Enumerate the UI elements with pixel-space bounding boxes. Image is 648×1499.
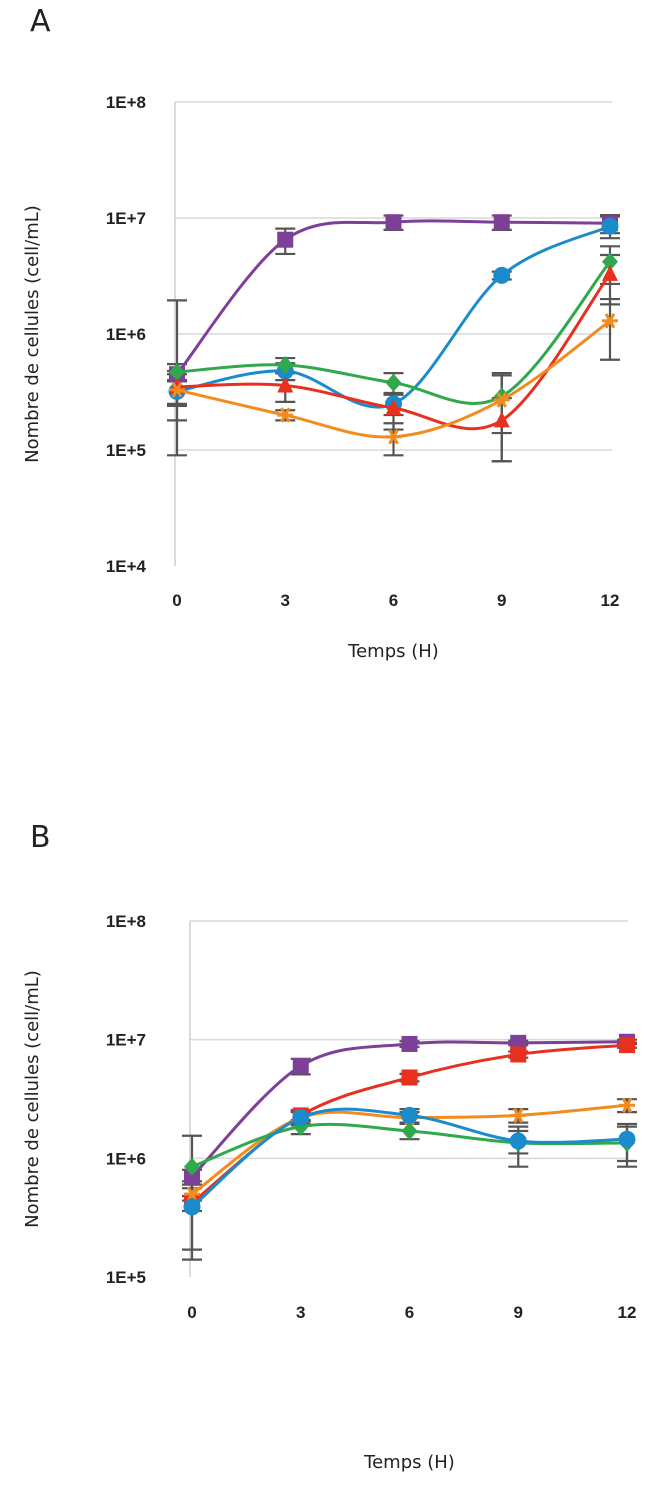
data-point <box>292 1109 310 1127</box>
x-tick-label: 0 <box>187 1303 196 1322</box>
x-tick-label: 3 <box>296 1303 305 1322</box>
data-point <box>602 313 618 329</box>
series-points <box>169 313 618 445</box>
data-point <box>493 411 510 428</box>
y-tick-label: 1E+8 <box>106 912 146 931</box>
data-point <box>493 214 510 231</box>
x-tick-label: 9 <box>514 1303 523 1322</box>
x-tick-label: 12 <box>618 1303 637 1322</box>
series-line <box>176 260 612 405</box>
x-axis-title: Temps (H) <box>363 1452 455 1473</box>
data-point <box>509 1132 527 1150</box>
panel-label-b: B <box>30 820 51 855</box>
data-point <box>619 1037 635 1054</box>
x-tick-label: 3 <box>281 591 290 610</box>
y-tick-label: 1E+7 <box>106 209 146 228</box>
y-tick-label: 1E+5 <box>106 1268 146 1287</box>
chart-b: 1E+5 1E+6 1E+7 1E+8 0 3 6 9 12 Temps (H) Nombre de… <box>22 912 637 1473</box>
series-points <box>169 252 618 406</box>
data-point <box>385 373 402 392</box>
y-axis-title: Nombre de cellules (cell/mL) <box>22 205 43 463</box>
data-point <box>510 1046 527 1063</box>
data-point <box>169 382 185 398</box>
data-point <box>601 217 619 235</box>
data-point <box>169 363 185 382</box>
chart-a: 1E+4 1E+5 1E+6 1E+7 1E+8 0 3 6 9 12 Temps (H) Nombr… <box>22 93 620 662</box>
y-tick-label: 1E+8 <box>106 93 146 112</box>
data-point <box>401 1069 418 1086</box>
data-point <box>184 1157 200 1176</box>
series-points <box>169 214 618 383</box>
data-point <box>183 1198 201 1216</box>
x-tick-label: 12 <box>601 591 620 610</box>
x-tick-label: 9 <box>497 591 506 610</box>
data-point <box>292 1057 309 1074</box>
data-point <box>401 1035 418 1052</box>
error-bar <box>600 297 620 361</box>
y-tick-label: 1E+4 <box>106 557 147 576</box>
x-tick-label: 6 <box>389 591 398 610</box>
x-tick-label: 6 <box>405 1303 414 1322</box>
data-point <box>619 1097 635 1113</box>
data-point <box>385 214 402 231</box>
panel-label-a: A <box>30 4 51 39</box>
series-points <box>183 1106 636 1216</box>
data-point <box>385 429 402 445</box>
x-tick-label: 0 <box>172 591 181 610</box>
x-axis-title: Temps (H) <box>347 641 439 662</box>
data-point <box>401 1121 418 1140</box>
y-tick-label: 1E+6 <box>106 325 146 344</box>
y-axis-title: Nombre de cellules (cell/mL) <box>22 970 43 1228</box>
data-point <box>602 264 618 281</box>
data-point <box>292 1117 309 1136</box>
data-point <box>277 407 294 423</box>
data-point <box>277 376 294 393</box>
data-point <box>602 252 618 271</box>
data-point <box>184 1168 200 1185</box>
data-point <box>277 231 294 248</box>
data-point <box>493 392 510 408</box>
data-point <box>277 356 294 375</box>
data-point <box>385 399 402 416</box>
y-tick-label: 1E+5 <box>106 441 146 460</box>
data-point <box>493 266 511 284</box>
y-tick-label: 1E+6 <box>106 1149 146 1168</box>
data-point <box>510 1107 527 1124</box>
y-tick-label: 1E+7 <box>106 1031 146 1050</box>
data-point <box>184 1186 200 1202</box>
data-point <box>401 1106 418 1124</box>
data-point <box>618 1130 636 1148</box>
